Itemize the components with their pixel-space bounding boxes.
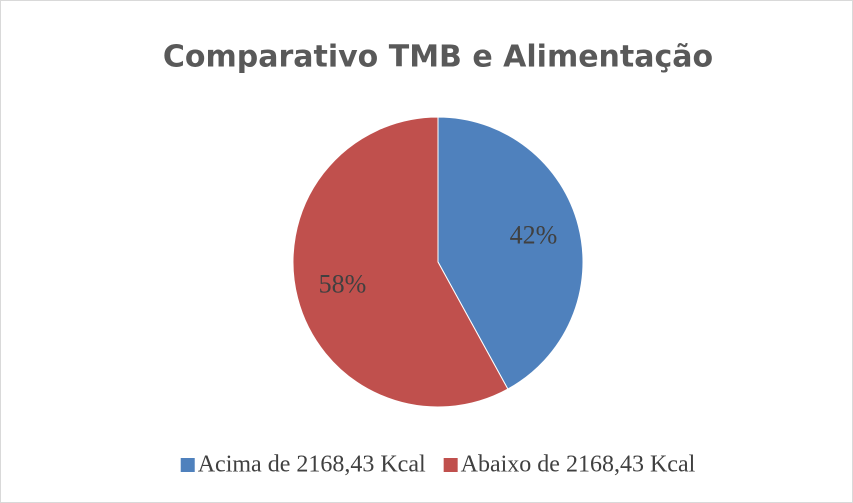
chart-title: Comparativo TMB e Alimentação (163, 40, 713, 75)
legend-label: Abaixo de 2168,43 Kcal (461, 452, 696, 478)
pie-slice (437, 116, 584, 390)
legend-marker (443, 458, 458, 472)
data-label: 42% (510, 220, 558, 249)
legend-label: Acima de 2168,43 Kcal (198, 452, 426, 478)
data-label: 58% (319, 269, 367, 298)
pie-slice (292, 116, 509, 408)
legend-marker (180, 458, 195, 472)
